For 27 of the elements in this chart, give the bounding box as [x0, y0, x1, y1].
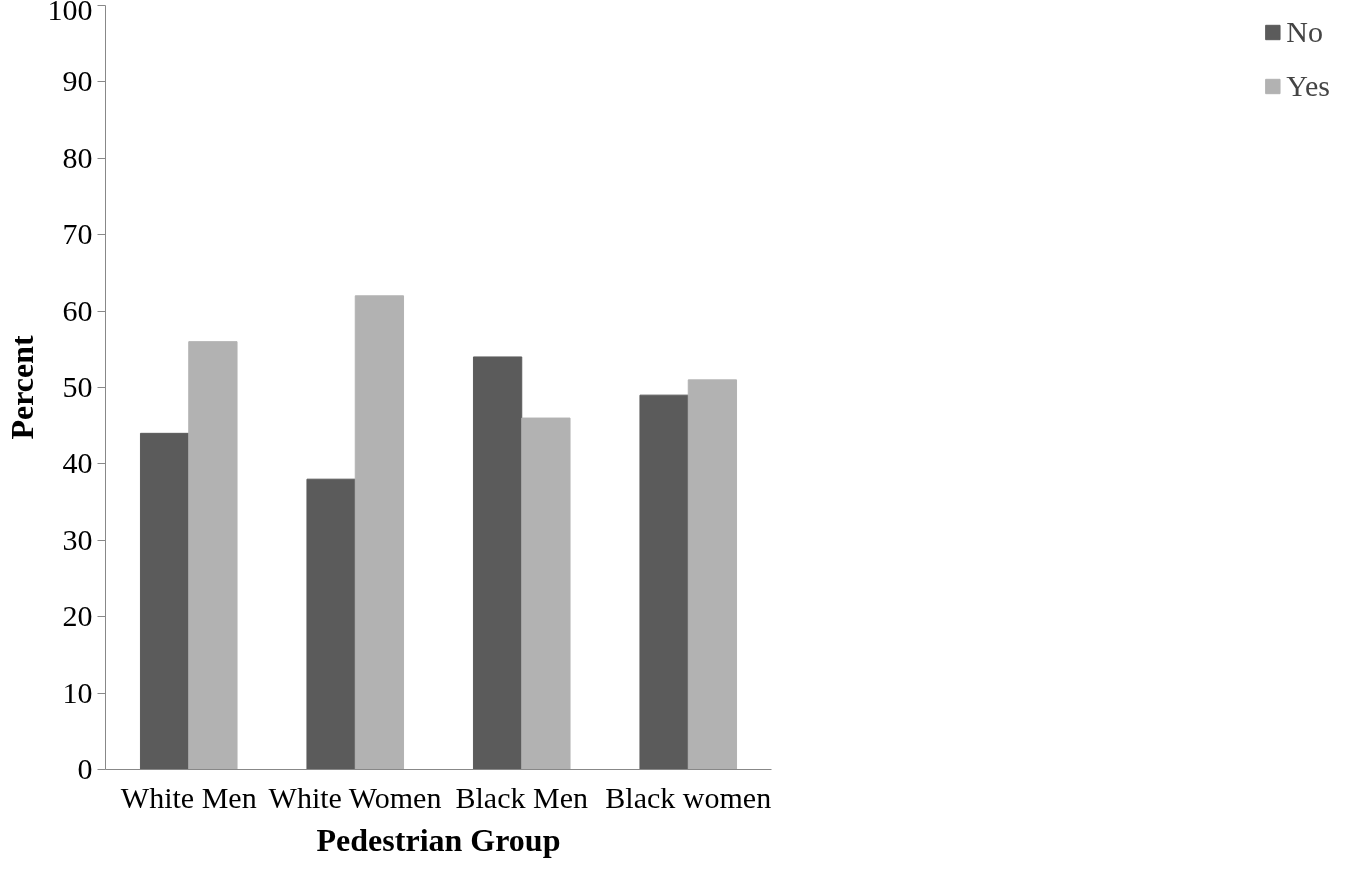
x-axis-title: Pedestrian Group [316, 821, 561, 858]
y-tick-label: 30 [62, 522, 93, 556]
legend-label: Yes [1286, 69, 1330, 103]
bar [687, 379, 738, 770]
bar [639, 394, 689, 770]
x-tick-label: White Women [268, 780, 442, 814]
bar [306, 478, 356, 770]
x-tick-label: Black Men [455, 780, 588, 814]
y-tick-label: 0 [77, 752, 93, 785]
x-tick-label: Black women [605, 780, 772, 814]
y-tick-label: 50 [62, 370, 93, 403]
y-tick-label: 10 [62, 675, 93, 709]
bar [521, 417, 571, 770]
bar [139, 432, 190, 770]
y-tick-label: 60 [62, 293, 93, 327]
y-axis-title: Percent [3, 335, 40, 440]
legend-label: No [1286, 15, 1324, 49]
x-tick-label: White Men [120, 780, 257, 814]
bar [188, 341, 238, 770]
y-tick-label: 100 [47, 0, 93, 26]
bar [354, 295, 405, 770]
bar [472, 356, 523, 770]
y-tick-label: 90 [62, 64, 93, 98]
y-tick-label: 20 [62, 599, 93, 633]
y-tick-label: 40 [62, 446, 93, 480]
y-tick-label: 70 [62, 217, 93, 251]
y-tick-label: 80 [62, 140, 93, 174]
